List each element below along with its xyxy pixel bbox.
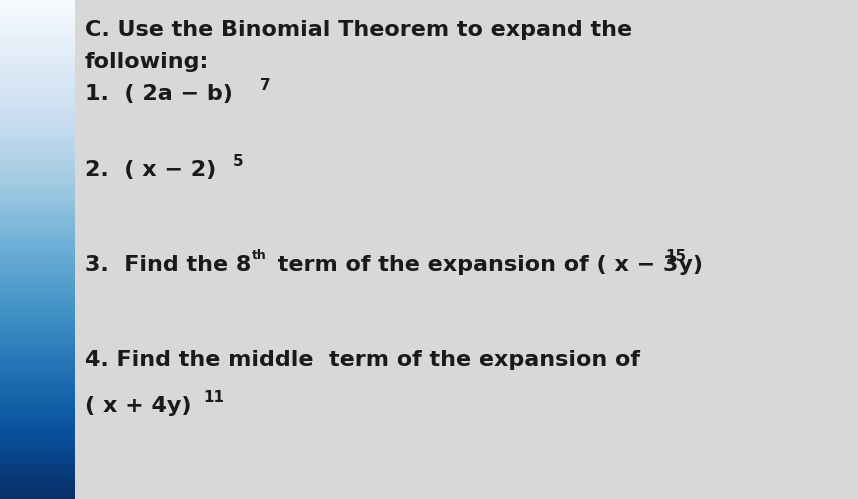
Text: 5: 5 (233, 154, 244, 169)
Text: 11: 11 (203, 390, 224, 405)
Text: term of the expansion of ( x − 3y): term of the expansion of ( x − 3y) (270, 255, 703, 275)
Text: 2.  ( x − 2): 2. ( x − 2) (85, 160, 216, 180)
Text: following:: following: (85, 52, 209, 72)
Text: 15: 15 (665, 249, 686, 264)
Text: 7: 7 (260, 78, 270, 93)
FancyBboxPatch shape (75, 0, 858, 499)
Text: 1.  ( 2a − b): 1. ( 2a − b) (85, 84, 233, 104)
Text: 3.  Find the 8: 3. Find the 8 (85, 255, 251, 275)
Text: ( x + 4y): ( x + 4y) (85, 396, 191, 416)
Text: th: th (252, 249, 267, 262)
Text: 4. Find the middle  term of the expansion of: 4. Find the middle term of the expansion… (85, 350, 640, 370)
Text: C. Use the Binomial Theorem to expand the: C. Use the Binomial Theorem to expand th… (85, 20, 632, 40)
